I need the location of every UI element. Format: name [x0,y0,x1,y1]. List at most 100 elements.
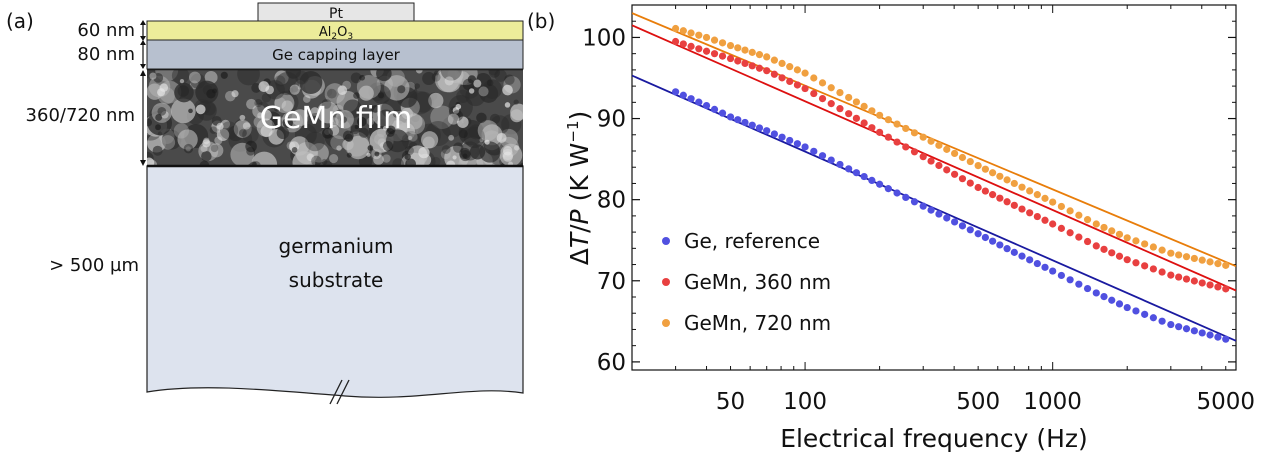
data-point-series-3 [1003,176,1011,184]
data-point-series-1 [884,185,892,193]
thickness-arrows [140,20,146,166]
data-point-series-2 [845,110,853,118]
x-tick-label: 100 [783,389,827,415]
data-point-series-3 [1115,230,1124,238]
data-point-series-3 [827,84,835,92]
data-point-series-1 [718,109,727,117]
data-point-series-2 [679,40,687,48]
legend-label-series-2: GeMn, 360 nm [684,270,831,294]
data-point-series-3 [1206,258,1214,266]
data-point-series-2 [1100,245,1108,253]
data-point-series-3 [770,56,778,64]
pt-layer [257,2,415,22]
y-tick-label: 90 [597,107,626,133]
data-point-series-3 [1010,179,1018,188]
data-point-series-2 [1049,220,1057,228]
data-point-series-2 [1214,283,1222,291]
data-point-series-1 [1198,329,1206,337]
data-point-series-1 [989,237,997,245]
data-point-series-3 [927,137,935,145]
data-point-series-2 [989,191,997,199]
data-point-series-1 [1182,325,1191,333]
data-point-series-3 [845,93,853,102]
data-point-series-1 [1108,296,1116,304]
data-point-series-1 [687,95,695,103]
data-point-series-3 [1214,260,1222,268]
data-point-series-3 [893,120,901,128]
capping-layer [146,39,524,70]
data-point-series-1 [1092,289,1100,297]
data-point-series-1 [1041,263,1049,271]
data-point-series-1 [801,143,809,151]
y-tick-label: 100 [582,25,626,51]
thickness-film: 360/720 nm [26,105,135,126]
data-point-series-2 [919,153,927,161]
data-point-series-2 [884,133,892,141]
data-point-series-3 [1167,249,1175,257]
data-point-series-2 [1158,268,1166,276]
data-point-series-1 [827,156,835,164]
legend-marker-series-1 [662,237,670,245]
data-point-series-1 [763,127,771,135]
data-point-series-1 [836,160,844,169]
data-point-series-2 [1175,273,1183,281]
data-point-series-2 [726,54,735,63]
data-point-series-3 [974,162,982,170]
data-point-series-1 [1010,248,1018,256]
data-point-series-2 [868,124,876,132]
data-point-series-3 [1066,207,1074,215]
data-point-series-2 [687,42,695,50]
data-point-series-1 [958,222,967,230]
data-point-series-1 [778,133,786,141]
data-point-series-1 [1083,284,1092,293]
data-point-series-2 [1115,252,1124,260]
data-point-series-3 [818,79,827,87]
data-point-series-2 [755,64,764,72]
data-point-series-1 [943,214,951,222]
data-point-series-3 [868,107,876,115]
data-point-series-1 [927,206,935,214]
data-point-series-3 [958,153,967,162]
data-point-series-2 [943,166,951,174]
data-point-series-1 [741,118,749,127]
data-point-series-1 [679,91,687,99]
data-point-series-3 [734,44,742,52]
data-point-series-2 [935,161,943,170]
data-point-series-3 [793,66,802,74]
gemn-film-layer: GeMn film [147,67,523,168]
data-point-series-3 [1041,194,1049,202]
data-point-series-2 [1167,271,1175,279]
data-point-series-2 [1075,233,1083,241]
data-point-series-3 [860,102,868,110]
data-point-series-2 [718,52,727,60]
substrate-label-line1: germanium [279,234,394,258]
data-point-series-2 [1057,224,1066,232]
data-point-series-3 [710,36,719,44]
x-tick-label: 5000 [1196,389,1255,415]
y-axis-label: ΔT/P (K W−1) [564,111,594,266]
data-point-series-1 [1003,245,1011,253]
data-point-series-3 [1132,237,1140,245]
data-point-series-2 [1033,212,1041,221]
data-point-series-2 [1018,205,1026,213]
data-point-series-2 [801,84,809,93]
data-point-series-2 [974,183,982,192]
data-point-series-2 [1010,201,1018,209]
legend: Ge, reference GeMn, 360 nm GeMn, 720 nm [662,229,831,335]
data-point-series-2 [1182,275,1191,283]
legend-marker-series-3 [662,319,670,327]
data-point-series-3 [1057,202,1066,211]
data-point-series-3 [801,69,809,77]
data-point-series-1 [1075,280,1083,288]
data-point-series-3 [1123,234,1131,242]
data-point-series-2 [951,170,959,178]
data-point-series-2 [1141,262,1149,270]
data-point-series-1 [1141,310,1149,318]
data-point-series-3 [1092,220,1100,228]
fit-line-series-2 [632,24,1236,292]
data-point-series-1 [672,88,680,96]
gemn-film-label: GeMn film [260,101,413,136]
data-point-series-2 [1123,256,1131,264]
data-point-series-3 [1222,261,1230,269]
